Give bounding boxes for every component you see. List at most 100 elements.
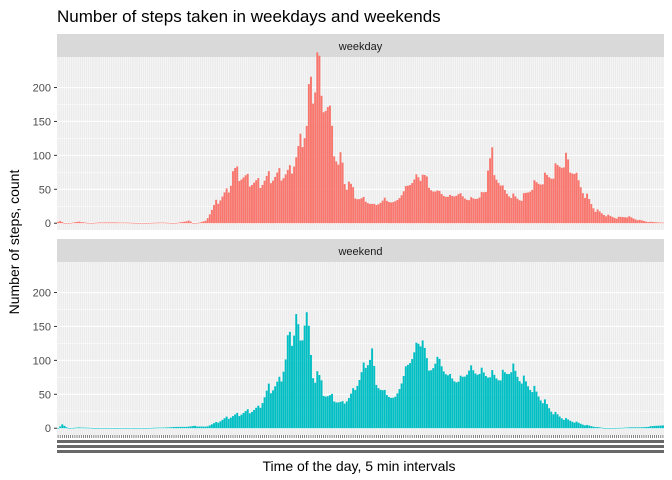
bar <box>295 314 298 429</box>
bar <box>491 147 494 224</box>
bar <box>314 382 317 429</box>
bar <box>200 426 203 429</box>
bar <box>95 222 97 224</box>
bar <box>503 190 506 224</box>
bar <box>149 222 152 224</box>
bar <box>419 180 422 224</box>
bar <box>539 184 542 224</box>
bar <box>316 52 319 224</box>
bar <box>453 196 456 224</box>
bar <box>516 376 519 429</box>
bar <box>139 428 142 429</box>
bar <box>200 222 203 224</box>
bar <box>76 221 78 224</box>
bar <box>628 216 631 224</box>
bar <box>322 395 325 429</box>
bar <box>213 204 215 224</box>
bar <box>514 370 517 429</box>
bar <box>274 386 277 429</box>
bar <box>314 92 317 224</box>
bar <box>107 428 110 429</box>
bar <box>541 403 544 429</box>
bar <box>335 402 338 429</box>
bar <box>560 167 563 224</box>
panel-weekend: weekend 0 50 100 150 200 <box>33 239 664 435</box>
bar <box>88 427 91 429</box>
bar <box>67 223 70 224</box>
bar <box>151 427 154 429</box>
bar <box>444 374 447 429</box>
bar <box>318 55 321 224</box>
bar <box>73 427 76 429</box>
bar <box>345 401 348 429</box>
y-tick-label: 0 <box>45 218 51 230</box>
bar <box>634 427 637 429</box>
y-tick-label: 0 <box>45 423 51 435</box>
bar <box>194 425 196 429</box>
bar <box>92 222 95 224</box>
bar <box>531 189 534 224</box>
bar <box>238 416 241 429</box>
bar <box>59 426 62 429</box>
bar <box>128 428 131 429</box>
bar <box>225 416 228 429</box>
bar <box>533 385 536 429</box>
bar <box>297 146 300 224</box>
bar <box>156 427 159 429</box>
bar <box>562 167 565 224</box>
bar <box>396 393 399 429</box>
bar <box>550 178 553 224</box>
bar <box>269 393 272 429</box>
bar <box>179 426 182 429</box>
bar <box>643 427 645 429</box>
bar <box>114 222 116 224</box>
bar <box>82 222 85 224</box>
bar <box>619 216 622 224</box>
bar <box>90 427 93 429</box>
bar <box>590 203 593 224</box>
bar <box>310 76 312 224</box>
bar <box>339 401 342 429</box>
bar <box>217 203 220 224</box>
bar <box>78 427 81 429</box>
bar <box>463 376 466 429</box>
bar <box>643 221 645 224</box>
bar <box>343 184 346 224</box>
bar <box>501 185 504 224</box>
bar <box>225 188 228 224</box>
bar <box>392 397 395 429</box>
bar <box>567 159 570 224</box>
bar <box>602 427 605 429</box>
bar <box>217 422 220 429</box>
bar <box>596 427 599 429</box>
bar <box>337 164 340 224</box>
x-tick-labels-overlap <box>57 440 664 443</box>
bar <box>223 192 226 224</box>
bar <box>438 190 441 224</box>
bar <box>358 199 361 224</box>
bar <box>213 423 215 429</box>
bar <box>619 427 622 429</box>
bar <box>170 427 173 429</box>
bar <box>611 216 614 224</box>
bar <box>147 222 150 224</box>
bar <box>335 161 338 224</box>
bar <box>541 184 544 224</box>
bar <box>543 172 546 224</box>
bar <box>463 198 466 224</box>
bar <box>202 426 205 429</box>
bar <box>449 194 452 224</box>
bar <box>615 218 618 224</box>
facet-strip <box>57 34 664 57</box>
bar <box>613 217 616 224</box>
bar <box>398 389 401 429</box>
bar <box>527 386 530 429</box>
bar <box>451 196 454 224</box>
bar <box>101 428 104 429</box>
bar <box>261 403 264 429</box>
bar <box>151 222 154 224</box>
bar <box>105 428 108 429</box>
bar <box>232 416 234 429</box>
facet-strip-label: weekend <box>337 246 382 258</box>
bar <box>206 218 209 224</box>
